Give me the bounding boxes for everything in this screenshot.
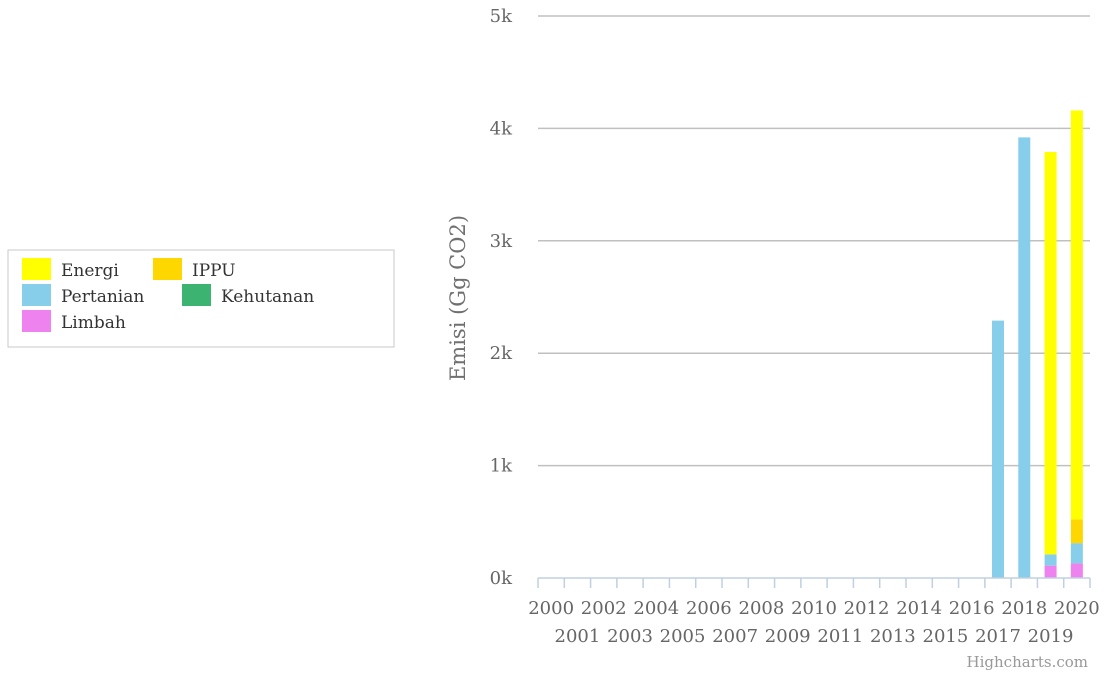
legend-label: IPPU	[192, 261, 236, 281]
bars	[992, 110, 1083, 578]
legend-label: Pertanian	[61, 287, 144, 307]
grid-lines	[538, 15, 1090, 467]
y-axis-title: Emisi (Gg CO2)	[446, 215, 470, 381]
legend-item-limbah[interactable]: Limbah	[22, 310, 126, 333]
legend-item-pertanian[interactable]: Pertanian	[22, 284, 144, 307]
bar-pertanian-2018[interactable]	[1018, 137, 1031, 578]
x-tick-label: 2001	[555, 626, 601, 647]
x-tick-label: 2014	[896, 598, 942, 619]
bar-limbah-2020[interactable]	[1070, 563, 1083, 578]
bar-pertanian-2017[interactable]	[992, 320, 1004, 578]
legend-item-ippu[interactable]: IPPU	[153, 258, 236, 281]
bar-pertanian-2019[interactable]	[1044, 554, 1057, 566]
y-tick-label: 5k	[490, 6, 513, 27]
legend-swatch	[22, 310, 51, 332]
x-tick-label: 2017	[975, 626, 1021, 647]
legend: Energi IPPU Pertanian Kehutanan Limbah	[7, 249, 395, 348]
x-tick-label: 2020	[1054, 598, 1100, 619]
legend-swatch	[22, 258, 51, 280]
y-axis-ticks: 0k 1k 2k 3k 4k 5k	[490, 6, 513, 589]
x-tick-label: 2007	[712, 626, 758, 647]
legend-swatch	[153, 258, 182, 280]
x-tick-label: 2015	[923, 626, 969, 647]
legend-label: Limbah	[61, 313, 126, 333]
x-tick-label: 2009	[765, 626, 811, 647]
legend-item-energi[interactable]: Energi	[22, 258, 119, 281]
bar-limbah-2019[interactable]	[1044, 565, 1057, 578]
legend-item-kehutanan[interactable]: Kehutanan	[182, 284, 314, 307]
legend-swatch	[22, 284, 51, 306]
x-tick-label: 2004	[633, 598, 679, 619]
x-tick-label: 2013	[870, 626, 916, 647]
x-tick-label: 2008	[739, 598, 785, 619]
credits-link[interactable]: Highcharts.com	[967, 653, 1088, 671]
x-axis: 2000 2001 2002 2003 2004 2005 2006 2007 2008 2009…	[528, 577, 1100, 647]
bar-energi-2019[interactable]	[1044, 152, 1057, 555]
x-tick-label: 2011	[817, 626, 863, 647]
x-tick-label: 2002	[581, 598, 627, 619]
x-tick-label: 2018	[1001, 598, 1047, 619]
x-tick-label: 2016	[949, 598, 995, 619]
legend-label: Kehutanan	[221, 287, 314, 307]
x-tick-label: 2006	[686, 598, 732, 619]
x-tick-label: 2000	[528, 598, 574, 619]
x-tick-label: 2019	[1028, 626, 1074, 647]
y-tick-label: 0k	[490, 568, 513, 589]
y-tick-label: 4k	[490, 118, 513, 139]
y-tick-label: 3k	[490, 231, 513, 252]
bar-ippu-2020[interactable]	[1070, 519, 1083, 544]
bar-pertanian-2020[interactable]	[1070, 543, 1083, 564]
x-tick-label: 2003	[607, 626, 653, 647]
x-tick-label: 2010	[791, 598, 837, 619]
legend-swatch	[182, 284, 211, 306]
y-tick-label: 2k	[490, 343, 513, 364]
x-tick-label: 2012	[844, 598, 890, 619]
y-tick-label: 1k	[490, 456, 513, 477]
legend-label: Energi	[61, 261, 119, 281]
x-tick-label: 2005	[660, 626, 706, 647]
bar-energi-2020[interactable]	[1070, 110, 1083, 520]
